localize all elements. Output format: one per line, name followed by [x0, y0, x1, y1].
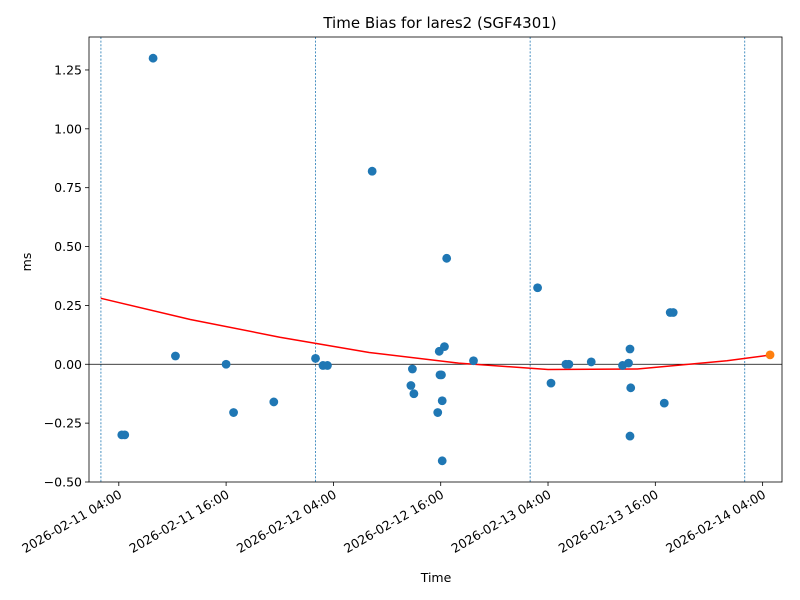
axes-frame: [88, 36, 783, 483]
y-tick-label: 0.00: [54, 357, 82, 372]
y-axis: −0.50 −0.25 0.00 0.25 0.50 0.75 1.00 1.25: [44, 62, 89, 490]
data-points: [117, 53, 775, 466]
y-tick-label: −0.25: [44, 416, 82, 431]
data-point: [409, 389, 419, 399]
data-point: [269, 397, 279, 407]
chart-title: Time Bias for lares2 (SGF4301): [322, 14, 556, 32]
data-point: [625, 344, 635, 354]
data-point: [221, 359, 231, 369]
data-point: [408, 364, 417, 374]
data-point: [668, 308, 678, 317]
data-point: [625, 431, 635, 441]
data-point: [546, 378, 556, 388]
y-tick-label: −0.50: [44, 475, 82, 490]
data-point: [311, 353, 320, 363]
data-point: [437, 396, 447, 406]
data-point: [624, 358, 633, 368]
data-point: [659, 398, 669, 408]
data-point: [765, 350, 775, 360]
fit-curve: [100, 297, 772, 371]
data-point: [323, 361, 332, 370]
data-point: [626, 383, 636, 393]
y-tick-label: 0.50: [54, 239, 82, 254]
y-tick-label: 0.25: [54, 298, 82, 313]
data-point: [120, 430, 130, 440]
plot-area: [88, 36, 783, 483]
data-point: [406, 381, 416, 390]
data-point: [229, 408, 238, 417]
data-point: [148, 53, 158, 63]
data-point: [586, 357, 596, 367]
data-point: [433, 408, 443, 417]
data-point: [442, 253, 452, 263]
y-tick-label: 1.25: [54, 62, 82, 77]
data-point: [440, 342, 449, 352]
data-point: [171, 351, 180, 361]
data-point: [437, 456, 447, 466]
data-point: [469, 356, 478, 366]
x-axis-label: Time: [420, 570, 452, 585]
y-tick-label: 1.00: [54, 121, 82, 136]
data-point: [437, 370, 446, 380]
data-point: [367, 166, 377, 176]
y-tick-label: 0.75: [54, 180, 82, 195]
vertical-guides: [100, 37, 746, 482]
data-point: [533, 283, 542, 293]
y-axis-label: ms: [19, 253, 34, 272]
data-point: [564, 359, 574, 369]
